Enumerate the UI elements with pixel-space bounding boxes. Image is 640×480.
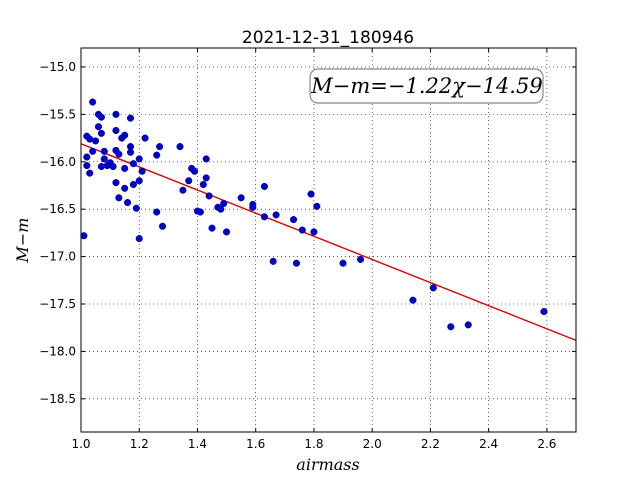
grid: [80, 48, 576, 432]
data-point: [126, 148, 135, 156]
data-point: [135, 155, 143, 163]
x-tick-label: 2.6: [537, 437, 556, 451]
data-point: [138, 167, 146, 175]
data-point: [464, 321, 472, 329]
data-point: [202, 174, 210, 182]
data-point: [313, 202, 321, 210]
data-point: [97, 162, 105, 171]
y-tick-label: −15.5: [39, 107, 76, 121]
data-point: [112, 179, 120, 187]
y-tick-label: −17.5: [39, 297, 76, 311]
data-point: [269, 257, 277, 265]
plot-frame: [80, 47, 577, 433]
data-point: [176, 143, 184, 151]
data-point: [121, 131, 129, 139]
data-point: [115, 150, 123, 158]
data-point: [97, 113, 105, 121]
data-point: [223, 228, 231, 236]
data-point: [310, 228, 318, 236]
data-point: [112, 126, 120, 135]
data-point: [100, 155, 108, 163]
y-tick-label: −18.5: [39, 392, 76, 406]
data-point: [220, 199, 228, 208]
y-tick-label: −15.0: [39, 60, 76, 74]
y-tick-label: −17.0: [39, 250, 76, 264]
fit-equation-box: M−m=−1.22χ−14.59: [309, 68, 544, 104]
data-point: [208, 224, 216, 232]
data-point: [307, 190, 315, 198]
data-point: [121, 164, 129, 172]
fit-equation-text: M−m=−1.22χ−14.59: [310, 74, 542, 98]
data-point: [112, 110, 120, 118]
x-tick-label: 2.4: [479, 437, 498, 451]
data-point: [94, 123, 103, 131]
chart-title: 2021-12-31_180946: [242, 28, 414, 48]
x-tick-label: 2.2: [421, 437, 440, 451]
data-point: [292, 259, 301, 267]
x-axis-label: airmass: [296, 455, 359, 474]
x-tick-label: 1.6: [246, 437, 265, 451]
data-point: [89, 98, 97, 106]
data-point: [89, 147, 97, 155]
data-point: [135, 177, 143, 185]
data-point: [237, 194, 245, 202]
data-point: [129, 160, 137, 168]
data-point: [199, 180, 207, 189]
fit-line: [80, 143, 577, 342]
data-point: [132, 204, 140, 212]
data-point: [260, 213, 268, 221]
data-point: [290, 216, 298, 224]
data-point: [447, 323, 455, 331]
data-point: [100, 147, 108, 155]
fit-line-layer: [80, 143, 577, 342]
data-point: [249, 203, 257, 211]
data-point: [298, 226, 306, 234]
data-point: [153, 151, 161, 159]
data-point: [109, 162, 117, 171]
data-point: [191, 167, 199, 175]
data-point: [115, 194, 123, 202]
data-point: [86, 169, 94, 177]
y-tick-label: −16.5: [39, 202, 76, 216]
x-tick-label: 1.2: [130, 437, 149, 451]
data-point: [429, 284, 437, 292]
y-axis-label: M−m: [13, 218, 32, 264]
y-tick-label: −16.0: [39, 155, 76, 169]
data-point: [80, 232, 88, 240]
data-point: [156, 143, 164, 151]
data-point: [409, 296, 417, 304]
data-point: [83, 153, 91, 161]
data-point: [202, 155, 210, 163]
data-point: [205, 192, 213, 200]
data-point: [97, 129, 105, 137]
x-tick-label: 1.0: [71, 437, 90, 451]
data-point: [141, 134, 149, 142]
data-point: [260, 182, 268, 190]
data-point: [185, 177, 193, 185]
data-point: [540, 308, 548, 316]
data-point: [83, 162, 91, 170]
data-point: [153, 208, 161, 216]
data-point: [179, 186, 187, 194]
x-tick-label: 1.8: [304, 437, 323, 451]
data-point: [135, 235, 143, 243]
data-point: [272, 211, 280, 219]
data-point: [339, 259, 347, 267]
axis-ticks: 1.0 1.2 1.4 1.6 1.8 2.0 2.2 2.4 2.6 −15.0 −15.5 −16…: [39, 48, 576, 451]
data-point: [92, 137, 100, 145]
data-point: [196, 208, 204, 216]
data-point: [217, 205, 225, 213]
y-tick-label: −18.0: [39, 344, 76, 358]
x-tick-label: 2.0: [363, 437, 382, 451]
data-point: [126, 114, 135, 122]
data-point: [129, 180, 137, 189]
x-tick-label: 1.4: [188, 437, 207, 451]
data-point: [356, 255, 365, 263]
data-point: [121, 184, 129, 192]
data-point: [158, 222, 167, 230]
data-point: [124, 198, 132, 207]
data-points: [80, 98, 548, 331]
